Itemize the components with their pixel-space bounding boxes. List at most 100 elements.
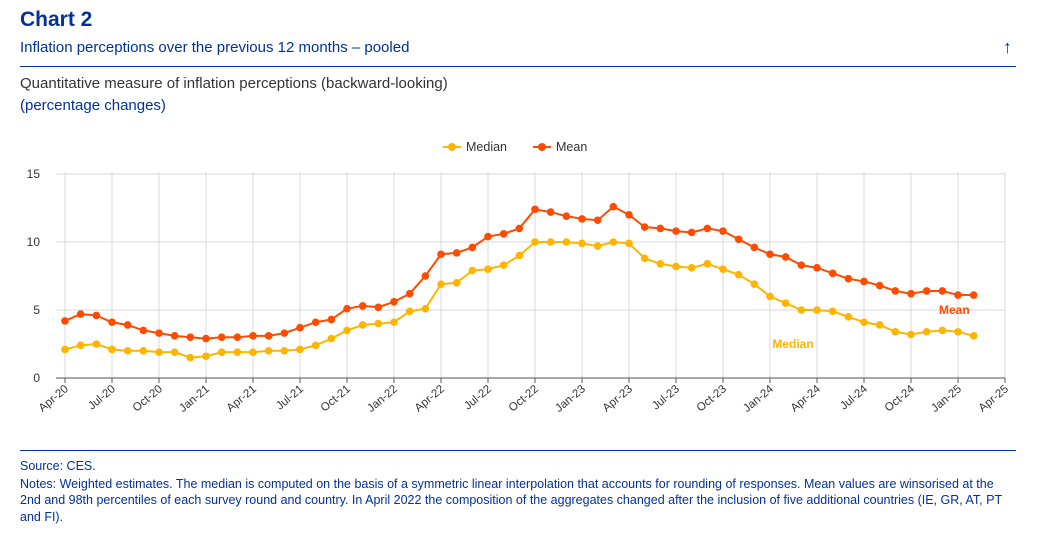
data-point-mean bbox=[938, 287, 947, 295]
x-tick-label: Jan-23 bbox=[553, 383, 588, 415]
data-point-median bbox=[139, 347, 148, 355]
data-point-mean bbox=[217, 333, 226, 341]
data-point-mean bbox=[123, 321, 132, 329]
data-point-median bbox=[421, 304, 430, 313]
chart-subtitle: Inflation perceptions over the previous … bbox=[20, 39, 410, 56]
data-point-mean bbox=[734, 235, 743, 244]
data-point-mean bbox=[750, 243, 759, 252]
data-point-mean bbox=[844, 274, 853, 283]
data-point-median bbox=[186, 353, 195, 362]
data-point-median bbox=[217, 348, 226, 356]
data-point-mean bbox=[264, 332, 273, 340]
data-point-median bbox=[155, 348, 163, 356]
data-point-median bbox=[891, 327, 900, 336]
data-point-median bbox=[327, 334, 336, 343]
data-point-mean bbox=[343, 304, 351, 313]
y-tick-label: 0 bbox=[33, 371, 40, 385]
data-point-median bbox=[61, 345, 69, 354]
x-tick-label: Apr-21 bbox=[225, 383, 259, 414]
data-point-median bbox=[374, 319, 383, 328]
x-tick-label: Oct-21 bbox=[319, 383, 353, 414]
data-point-mean bbox=[92, 311, 101, 320]
data-point-mean bbox=[672, 227, 680, 235]
data-point-median bbox=[123, 347, 132, 355]
data-point-mean bbox=[656, 224, 665, 233]
data-point-median bbox=[625, 239, 633, 248]
data-point-mean bbox=[609, 202, 618, 211]
chart-legend: Median Mean bbox=[443, 140, 587, 154]
chart-series-labels: Median Mean bbox=[772, 303, 969, 351]
data-point-median bbox=[405, 307, 414, 316]
x-tick-label: Jan-24 bbox=[741, 383, 776, 415]
data-point-mean bbox=[891, 287, 900, 295]
data-point-median bbox=[938, 326, 947, 335]
data-point-mean bbox=[954, 291, 962, 299]
y-tick-label: 15 bbox=[27, 167, 41, 181]
data-point-mean bbox=[515, 224, 524, 233]
data-point-median bbox=[969, 332, 978, 340]
data-point-mean bbox=[233, 333, 242, 341]
data-point-mean bbox=[531, 205, 539, 214]
arrow-up-icon[interactable]: ↑ bbox=[1003, 37, 1012, 57]
data-point-median bbox=[609, 238, 618, 246]
data-point-median bbox=[860, 318, 868, 327]
x-tick-label: Jan-25 bbox=[929, 383, 964, 415]
notes: Notes: Weighted estimates. The median is… bbox=[20, 476, 1002, 524]
data-point-median bbox=[640, 254, 649, 263]
data-point-median bbox=[249, 348, 257, 356]
data-point-mean bbox=[969, 291, 978, 299]
data-point-median bbox=[562, 238, 571, 246]
data-point-median bbox=[656, 259, 665, 268]
data-point-median bbox=[311, 341, 320, 350]
data-point-median bbox=[170, 348, 179, 356]
data-point-mean bbox=[437, 250, 445, 259]
x-tick-label: Apr-24 bbox=[789, 383, 824, 415]
x-tick-label: Apr-23 bbox=[601, 383, 635, 414]
x-tick-label: Oct-20 bbox=[131, 383, 165, 414]
x-tick-label: Oct-23 bbox=[695, 383, 729, 414]
data-point-mean bbox=[452, 249, 461, 257]
data-point-mean bbox=[578, 215, 586, 223]
x-tick-label: Apr-22 bbox=[413, 383, 447, 414]
y-tick-label: 10 bbox=[27, 235, 41, 249]
data-point-median bbox=[76, 341, 85, 350]
x-tick-label: Apr-25 bbox=[977, 383, 1011, 414]
data-point-mean bbox=[327, 315, 336, 324]
x-tick-label: Apr-20 bbox=[37, 383, 71, 414]
data-point-median bbox=[578, 239, 586, 248]
data-point-mean bbox=[405, 289, 414, 298]
data-point-mean bbox=[170, 332, 179, 340]
x-tick-label: Oct-22 bbox=[507, 383, 541, 414]
data-point-median bbox=[202, 352, 210, 361]
series-median bbox=[61, 238, 978, 362]
data-point-mean bbox=[875, 281, 884, 290]
data-point-median bbox=[687, 264, 696, 272]
measure-heading: Quantitative measure of inflation percep… bbox=[20, 73, 448, 117]
data-point-mean bbox=[468, 243, 477, 252]
data-point-mean bbox=[593, 216, 602, 225]
data-point-mean bbox=[860, 277, 868, 286]
data-point-median bbox=[703, 259, 712, 268]
series-mean bbox=[61, 202, 978, 343]
data-point-median bbox=[672, 262, 680, 271]
data-point-mean bbox=[781, 253, 790, 261]
measure-units: (percentage changes) bbox=[20, 97, 166, 114]
data-point-mean bbox=[546, 208, 555, 216]
data-point-median bbox=[954, 327, 962, 336]
data-point-median bbox=[358, 321, 367, 329]
data-point-median bbox=[828, 307, 837, 316]
data-point-mean bbox=[139, 326, 148, 335]
data-point-median bbox=[280, 347, 289, 355]
data-point-mean bbox=[625, 211, 633, 219]
data-point-median bbox=[264, 347, 273, 355]
data-point-median bbox=[390, 318, 398, 327]
data-point-mean bbox=[155, 329, 163, 337]
legend-swatch-marker bbox=[448, 143, 456, 151]
data-point-mean bbox=[390, 298, 398, 306]
legend-label-mean: Mean bbox=[556, 140, 587, 154]
measure-title: Quantitative measure of inflation percep… bbox=[20, 75, 448, 92]
data-point-median bbox=[750, 280, 759, 288]
data-point-mean bbox=[296, 323, 304, 332]
data-point-mean bbox=[703, 224, 712, 233]
data-point-mean bbox=[813, 264, 821, 272]
